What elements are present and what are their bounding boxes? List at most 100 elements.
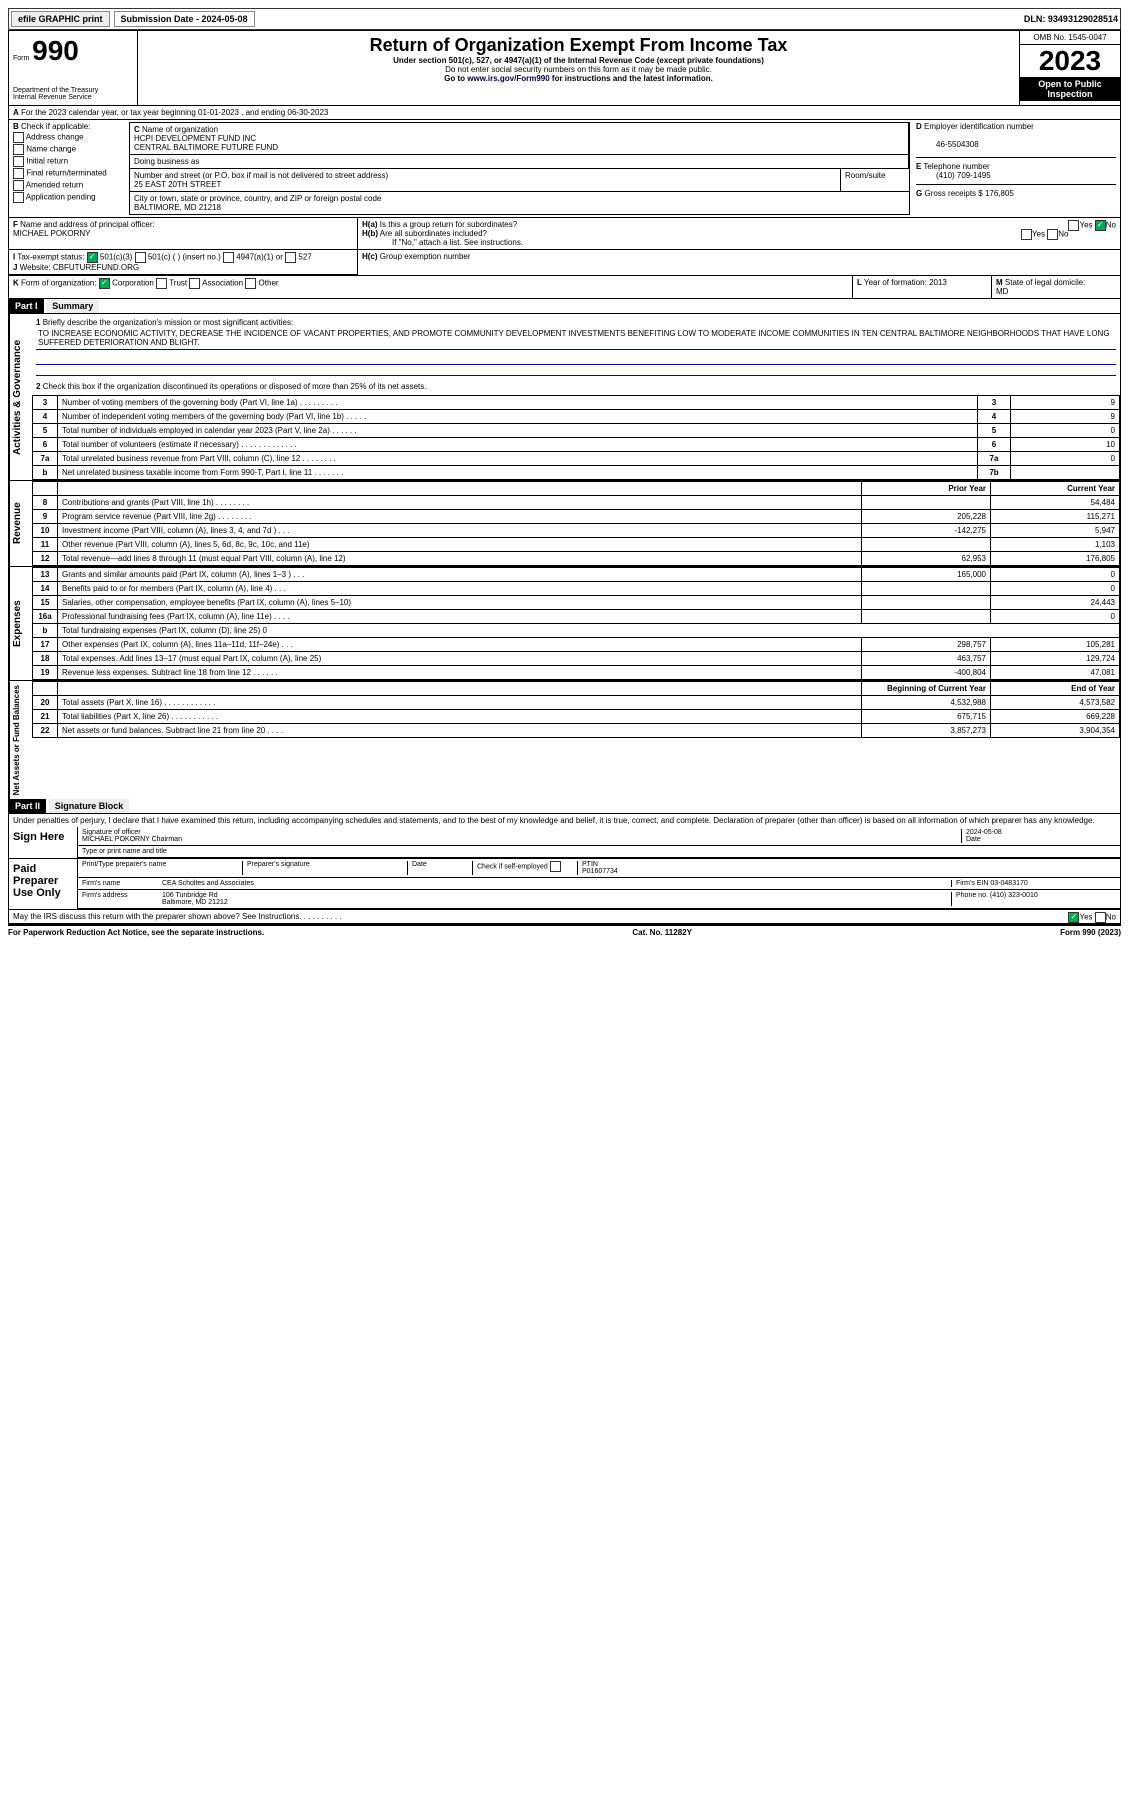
inspection-notice: Open to Public Inspection xyxy=(1020,77,1120,101)
footer-right: Form 990 (2023) xyxy=(1060,928,1121,937)
gross-value: 176,805 xyxy=(985,189,1014,198)
Ha-yes[interactable] xyxy=(1068,220,1079,231)
street-label: Number and street (or P.O. box if mail i… xyxy=(134,171,388,180)
sign-here-row: Sign Here Signature of officer MICHAEL P… xyxy=(9,827,1120,859)
firm-name-label: Firm's name xyxy=(82,880,162,887)
dln: DLN: 93493129028514 xyxy=(1024,14,1118,24)
firm-ein-value: 03-0483170 xyxy=(990,880,1027,887)
mission-text: TO INCREASE ECONOMIC ACTIVITY, DECREASE … xyxy=(36,327,1116,350)
q1-label: Briefly describe the organization's miss… xyxy=(43,318,294,327)
subtitle-2: Do not enter social security numbers on … xyxy=(142,65,1015,74)
Ha-no[interactable] xyxy=(1095,220,1106,231)
cb-corp[interactable] xyxy=(99,278,110,289)
sig-type-label: Type or print name and title xyxy=(78,846,1120,858)
paid-preparer-row: Paid Preparer Use Only Print/Type prepar… xyxy=(9,859,1120,910)
Hb-no[interactable] xyxy=(1047,229,1058,240)
KLM-row: K Form of organization: Corporation Trus… xyxy=(9,276,1120,299)
checkbox-initial-return[interactable] xyxy=(13,156,24,167)
cb-527[interactable] xyxy=(285,252,296,263)
M-value: MD xyxy=(996,287,1008,296)
dept-irs: Internal Revenue Service xyxy=(13,94,133,101)
cb-501c[interactable] xyxy=(135,252,146,263)
main-title: Return of Organization Exempt From Incom… xyxy=(142,35,1015,56)
form-id-box: Form 990 Department of the Treasury Inte… xyxy=(9,31,138,105)
prep-date-label: Date xyxy=(408,861,473,875)
checkbox-final-return[interactable] xyxy=(13,168,24,179)
cb-4947[interactable] xyxy=(223,252,234,263)
efile-label: efile GRAPHIC print xyxy=(11,11,110,27)
cb-self-employed[interactable] xyxy=(550,861,561,872)
revenue-section: Revenue Prior YearCurrent Year8Contribut… xyxy=(9,480,1120,566)
netassets-section: Net Assets or Fund Balances Beginning of… xyxy=(9,680,1120,799)
vlabel-revenue: Revenue xyxy=(9,481,32,566)
sig-officer-label: Signature of officer xyxy=(82,829,141,836)
sign-here-label: Sign Here xyxy=(9,827,78,858)
entity-block: B Check if applicable: Address change Na… xyxy=(9,120,1120,218)
prep-sig-label: Preparer's signature xyxy=(243,861,408,875)
IJ-row: I Tax-exempt status: 501(c)(3) 501(c) ( … xyxy=(9,250,1120,276)
FH-row: F Name and address of principal officer:… xyxy=(9,218,1120,250)
checkbox-app-pending[interactable] xyxy=(13,192,24,203)
expenses-table: 13Grants and similar amounts paid (Part … xyxy=(32,567,1120,680)
form-number: 990 xyxy=(32,35,79,66)
right-col: D Employer identification number 46-5504… xyxy=(912,120,1120,217)
part1-header: Part I Summary xyxy=(9,299,1120,314)
dba-label: Doing business as xyxy=(134,157,199,166)
part2-title: Part II xyxy=(9,799,46,813)
firm-addr-1: 106 Tunbridge Rd xyxy=(162,892,218,899)
discuss-row: May the IRS discuss this return with the… xyxy=(9,910,1120,925)
vlabel-governance: Activities & Governance xyxy=(9,314,32,480)
room-label: Room/suite xyxy=(841,169,909,191)
tax-year-text: For the 2023 calendar year, or tax year … xyxy=(21,108,328,117)
section-B: B Check if applicable: Address change Na… xyxy=(9,120,127,217)
self-employed-label: Check if self-employed xyxy=(477,864,548,871)
Hb-yes[interactable] xyxy=(1021,229,1032,240)
phone-value: (410) 709-1495 xyxy=(936,171,991,180)
street-value: 25 EAST 20TH STREET xyxy=(134,180,221,189)
tax-year: 2023 xyxy=(1020,45,1120,77)
footer-mid: Cat. No. 11282Y xyxy=(632,928,692,937)
goto-prefix: Go to xyxy=(444,74,467,83)
Hb-text: Are all subordinates included? xyxy=(380,229,487,238)
cb-trust[interactable] xyxy=(156,278,167,289)
L-value: 2013 xyxy=(929,278,947,287)
firm-addr-2: Baltimore, MD 21212 xyxy=(162,899,228,906)
netassets-table: Beginning of Current YearEnd of Year20To… xyxy=(32,681,1120,738)
vlabel-netassets: Net Assets or Fund Balances xyxy=(9,681,32,799)
submission-date: Submission Date - 2024-05-08 xyxy=(114,11,255,27)
subtitle-1: Under section 501(c), 527, or 4947(a)(1)… xyxy=(142,56,1015,65)
tax-status-label: Tax-exempt status: xyxy=(17,253,84,262)
firm-ein-label: Firm's EIN xyxy=(956,880,988,887)
cb-assoc[interactable] xyxy=(189,278,200,289)
discuss-no[interactable] xyxy=(1095,912,1106,923)
cb-other[interactable] xyxy=(245,278,256,289)
org-name-2: CENTRAL BALTIMORE FUTURE FUND xyxy=(134,143,278,152)
checkbox-address-change[interactable] xyxy=(13,132,24,143)
part2-header: Part II Signature Block xyxy=(9,799,1120,814)
Ha-text: Is this a group return for subordinates? xyxy=(380,220,517,229)
ptin-value: P01607734 xyxy=(582,868,618,875)
q2-text: Check this box if the organization disco… xyxy=(43,382,427,391)
omb-number: OMB No. 1545-0047 xyxy=(1020,31,1120,45)
discuss-yes[interactable] xyxy=(1068,912,1079,923)
B-label: Check if applicable: xyxy=(21,122,90,131)
cb-501c3[interactable] xyxy=(87,252,98,263)
footer-left: For Paperwork Reduction Act Notice, see … xyxy=(8,928,264,937)
vlabel-expenses: Expenses xyxy=(9,567,32,680)
ein-label: Employer identification number xyxy=(924,122,1034,131)
checkbox-name-change[interactable] xyxy=(13,144,24,155)
sig-officer-name: MICHAEL POKORNY Chairman xyxy=(82,836,182,843)
sig-date-value: 2024-05-08 xyxy=(966,829,1002,836)
checkbox-amended[interactable] xyxy=(13,180,24,191)
ein-value: 46-5504308 xyxy=(936,140,979,149)
ptin-label: PTIN xyxy=(582,861,598,868)
goto-suffix: for instructions and the latest informat… xyxy=(552,74,713,83)
goto-link[interactable]: www.irs.gov/Form990 xyxy=(467,74,549,83)
C-name-label: Name of organization xyxy=(142,125,218,134)
Hb-note: If "No," attach a list. See instructions… xyxy=(392,238,1116,247)
firm-name-value: CEA Scholtes and Associates xyxy=(162,880,951,887)
K-label: Form of organization: xyxy=(21,279,97,288)
paid-preparer-label: Paid Preparer Use Only xyxy=(9,859,78,909)
website-label: Website: xyxy=(20,263,51,272)
discuss-text: May the IRS discuss this return with the… xyxy=(13,912,342,921)
